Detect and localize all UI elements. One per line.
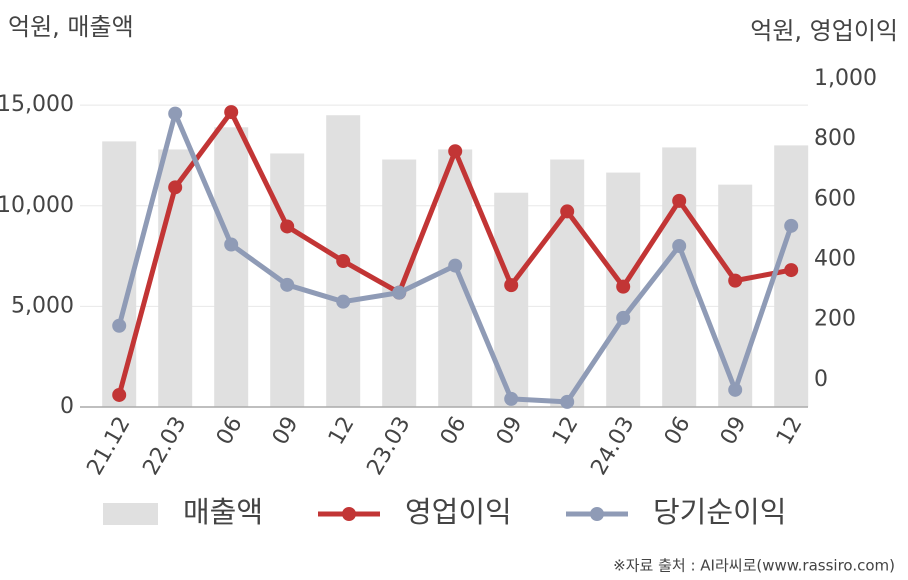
y2-tick-label: 200 [814,307,856,332]
x-tick-label: 12 [548,413,584,450]
legend-label: 영업이익 [405,495,512,529]
y2-tick-label: 0 [814,367,828,392]
x-tick-label: 23.03 [362,413,415,480]
y2-axis-label: 억원, 영업이익 [750,17,898,45]
x-tick-label: 09 [492,413,528,450]
marker [784,218,799,233]
y2-tick-label: 600 [814,186,856,211]
marker [728,273,743,288]
marker [112,387,127,402]
y2-tick-label: 800 [814,126,856,151]
bar [438,149,473,407]
marker [616,310,631,325]
legend-swatch [342,507,356,521]
x-tick-label: 06 [660,413,696,450]
x-tick-label: 09 [268,413,304,450]
bar [718,184,753,407]
legend-label: 당기순이익 [653,495,786,529]
legend-swatch [103,503,158,525]
marker [504,391,519,406]
y-tick-label: 0 [60,394,74,419]
marker [280,219,295,234]
x-tick-label: 22.03 [138,413,191,480]
marker [224,237,239,252]
marker [560,204,575,219]
marker [616,279,631,294]
marker [672,193,687,208]
x-tick-label: 06 [212,413,248,450]
bar [382,159,417,407]
x-tick-label: 09 [716,413,752,450]
x-tick-label: 12 [324,413,360,450]
x-tick-label: 06 [436,413,472,450]
marker [224,105,239,120]
x-tick-label: 21.12 [82,413,135,480]
marker [784,263,799,278]
source: ※자료 출처 : AI라씨로(www.rassiro.com) [613,557,895,575]
marker [168,180,183,195]
marker [168,106,183,121]
marker [728,382,743,397]
y-tick-label: 15,000 [0,92,74,117]
y-tick-label: 5,000 [11,293,74,318]
marker [392,285,407,300]
marker [336,294,351,309]
x-tick-label: 24.03 [586,413,639,480]
y-axis-label: 억원, 매출액 [8,13,134,41]
legend-swatch [590,507,604,521]
marker [504,278,519,293]
marker [560,394,575,409]
y2-tick-label: 1,000 [814,66,877,91]
marker [280,277,295,292]
marker [448,258,463,273]
bar [550,159,585,407]
bar [214,127,249,407]
marker [672,239,687,254]
y-tick-label: 10,000 [0,193,74,218]
legend-label: 매출액 [183,495,263,529]
marker [112,318,127,333]
x-tick-label: 12 [772,413,808,450]
y2-tick-label: 400 [814,247,856,272]
marker [448,144,463,159]
marker [336,254,351,269]
